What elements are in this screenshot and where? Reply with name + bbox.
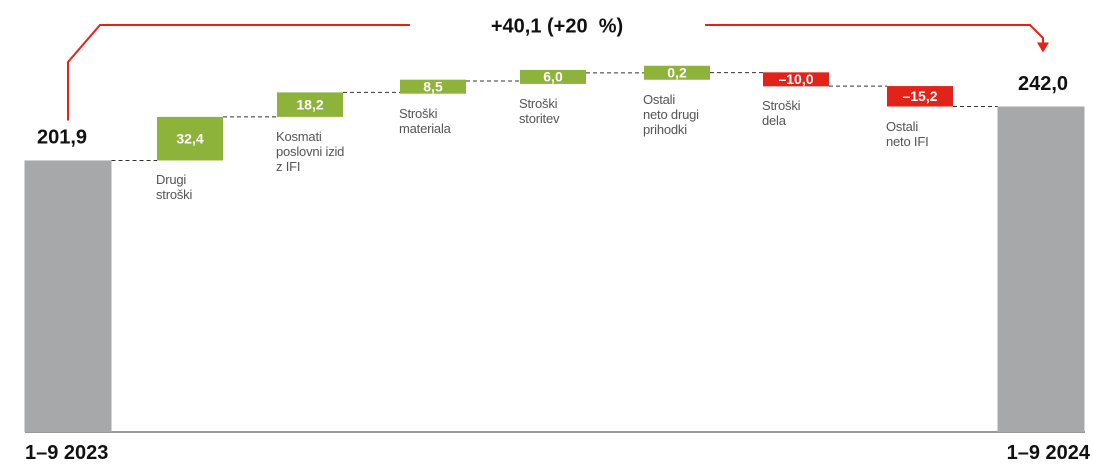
category-label: 1–9 2024: [1006, 442, 1090, 464]
annotation-line: [67, 24, 410, 121]
value-label: 0,2: [667, 64, 687, 80]
change-bar: [520, 69, 586, 84]
category-label: Kosmati poslovni izid z IFI: [276, 128, 345, 174]
change-bar: [644, 65, 710, 80]
value-label: 6,0: [543, 69, 563, 85]
value-label: –15,2: [902, 88, 937, 104]
value-label: 32,4: [176, 130, 203, 146]
change-bar: [277, 92, 343, 117]
category-label: Stroški materiala: [399, 105, 451, 136]
change-bar: [400, 79, 466, 94]
change-bar: [157, 116, 223, 161]
total-bar: [997, 106, 1085, 432]
annotation-arrow: [1037, 42, 1049, 53]
category-label: Stroški storitev: [519, 95, 560, 126]
category-label: Stroški dela: [762, 98, 801, 129]
category-label: 1–9 2023: [25, 442, 109, 464]
total-bar: [24, 160, 112, 432]
annotation-line: [705, 24, 1044, 45]
category-label: Drugi stroški: [156, 172, 193, 203]
total-label: 242,0: [1018, 73, 1068, 95]
change-bar: [763, 72, 829, 87]
category-label: Ostali neto IFI: [886, 118, 929, 149]
annotation: +40,1 (+20 %): [491, 15, 623, 37]
total-label: 201,9: [37, 127, 87, 149]
change-bar: [887, 86, 953, 107]
value-label: 18,2: [296, 96, 323, 112]
category-label: Ostali neto drugi prihodki: [643, 91, 699, 137]
value-label: 8,5: [423, 78, 443, 94]
value-label: –10,0: [778, 71, 813, 87]
